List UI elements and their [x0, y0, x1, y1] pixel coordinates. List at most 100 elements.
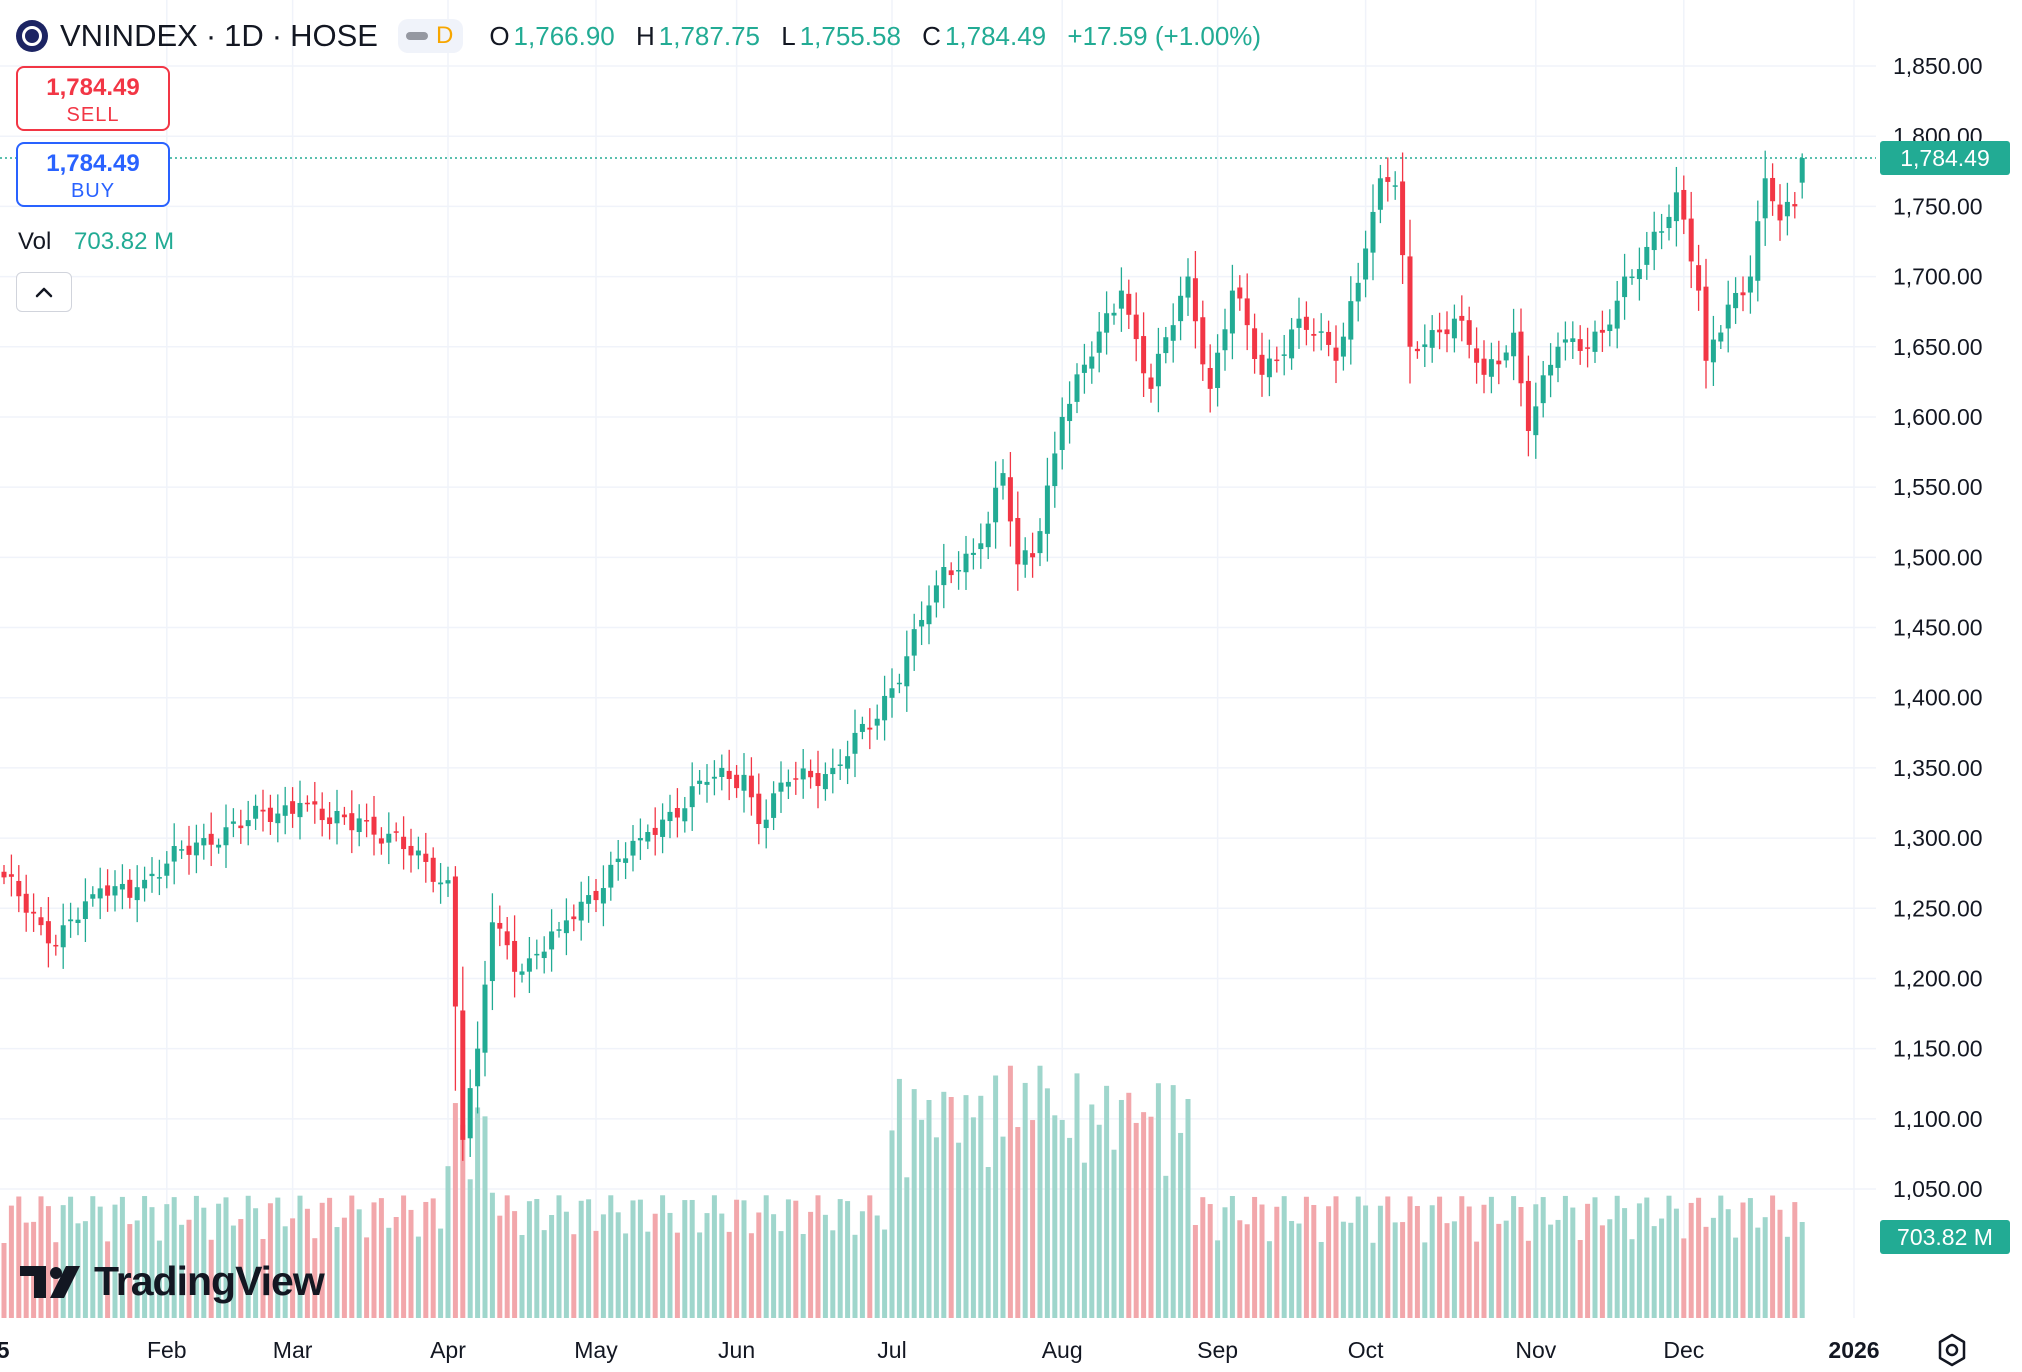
volume-bar — [75, 1223, 81, 1318]
volume-bar — [756, 1212, 762, 1318]
volume-bar — [600, 1214, 606, 1318]
candle-body — [859, 723, 865, 732]
volume-bar — [497, 1215, 503, 1318]
volume-bar — [378, 1198, 384, 1318]
volume-bar — [97, 1206, 103, 1318]
candle-body — [741, 774, 747, 791]
candle-body — [238, 825, 244, 829]
volume-legend[interactable]: Vol 703.82 M — [18, 228, 174, 256]
candle-body — [1636, 269, 1642, 280]
volume-bar — [985, 1167, 991, 1318]
tradingview-logo[interactable]: TradingView — [20, 1258, 325, 1305]
candle-body — [1000, 473, 1006, 486]
candle-body — [1178, 295, 1184, 322]
price-axis[interactable]: 1,050.00 1,100.00 1,150.00 1,200.00 1,250.00… — [1893, 53, 1983, 1202]
volume-bar — [1192, 1224, 1198, 1318]
volume-bar — [948, 1097, 954, 1318]
candle-body — [1725, 304, 1731, 329]
volume-bar — [1252, 1196, 1258, 1318]
candle-body — [142, 879, 148, 889]
y-tick-label: 1,100.00 — [1893, 1106, 1983, 1132]
candle-body — [1392, 185, 1398, 187]
volume-bar — [393, 1216, 399, 1318]
title-separator: · — [205, 18, 217, 53]
candle-body — [171, 846, 177, 862]
close-key: C — [922, 20, 941, 51]
volume-bar — [911, 1089, 917, 1318]
symbol-exchange: HOSE — [290, 18, 378, 53]
candle-body — [1511, 332, 1517, 357]
volume-bar — [216, 1203, 222, 1318]
volume-bar — [282, 1226, 288, 1318]
volume-bar — [1178, 1132, 1184, 1318]
candle-body — [1067, 403, 1073, 422]
volume-bar — [460, 1124, 466, 1318]
candle-body — [1659, 231, 1665, 233]
volume-bar — [748, 1233, 754, 1318]
symbol-name[interactable]: VNINDEX — [60, 18, 198, 53]
y-tick-label: 1,400.00 — [1893, 685, 1983, 711]
symbol-legend[interactable]: VNINDEX · 1D · HOSE D O 1,766.90 H 1,787.7… — [16, 14, 1261, 58]
volume-bar — [512, 1211, 518, 1318]
buy-button[interactable]: 1,784.49 BUY — [16, 142, 170, 207]
market-status-pill[interactable]: D — [397, 19, 464, 53]
volume-bar — [1118, 1099, 1124, 1318]
volume-bar — [593, 1230, 599, 1318]
volume-bar — [423, 1201, 429, 1318]
candle-body — [785, 781, 791, 787]
volume-bar — [1681, 1238, 1687, 1318]
candle-body — [556, 929, 562, 931]
volume-bar — [201, 1207, 207, 1318]
candle-body — [526, 958, 532, 972]
candle-body — [1377, 178, 1383, 210]
candle-body — [963, 553, 969, 573]
time-axis[interactable]: 2025 Feb Mar Apr May Jun Jul Aug Sep Oct Nov Dec 202… — [0, 1337, 1880, 1363]
candle-body — [1762, 178, 1768, 219]
symbol-interval: 1D — [224, 18, 264, 53]
volume-bar — [704, 1213, 710, 1318]
candle-body — [245, 820, 251, 827]
volume-bar — [1074, 1073, 1080, 1318]
volume-bar — [119, 1196, 125, 1318]
candle-body — [1148, 377, 1154, 389]
candle-body — [578, 901, 584, 921]
candle-body — [704, 781, 710, 785]
candle-body — [1311, 333, 1317, 336]
volume-bar — [896, 1078, 902, 1318]
volume-bar — [364, 1237, 370, 1318]
candle-body — [156, 877, 162, 879]
candle-body — [726, 770, 732, 780]
tradingview-mark-icon — [20, 1265, 80, 1298]
candle-body — [956, 570, 962, 572]
volume-bar — [771, 1214, 777, 1318]
settings-icon[interactable] — [1934, 1332, 1970, 1368]
volume-bar — [563, 1211, 569, 1318]
candle-body — [45, 921, 51, 944]
volume-bar — [164, 1204, 170, 1318]
volume-bar — [1777, 1209, 1783, 1318]
volume-bar — [482, 1116, 488, 1318]
volume-bar — [1141, 1112, 1147, 1318]
volume-bar — [867, 1195, 873, 1318]
candle-body — [941, 567, 947, 586]
y-tick-label: 1,150.00 — [1893, 1036, 1983, 1062]
candle-body — [600, 888, 606, 904]
sell-button[interactable]: 1,784.49 SELL — [16, 66, 170, 131]
volume-bar — [371, 1202, 377, 1318]
volume-bar — [1, 1243, 7, 1318]
candle-body — [889, 688, 895, 698]
volume-bars — [1, 1065, 1805, 1318]
candle-body — [1141, 336, 1147, 374]
high-key: H — [636, 20, 655, 51]
y-tick-label: 1,300.00 — [1893, 825, 1983, 851]
candle-body — [1007, 477, 1013, 522]
current-price-tag: 1,784.49 — [1880, 140, 2010, 175]
candle-body — [319, 808, 325, 821]
candle-body — [985, 523, 991, 548]
candle-body — [415, 850, 421, 856]
volume-bar — [1466, 1206, 1472, 1318]
volume-bar — [1111, 1149, 1117, 1318]
collapse-legend-button[interactable] — [16, 272, 72, 312]
candle-body — [800, 768, 806, 780]
